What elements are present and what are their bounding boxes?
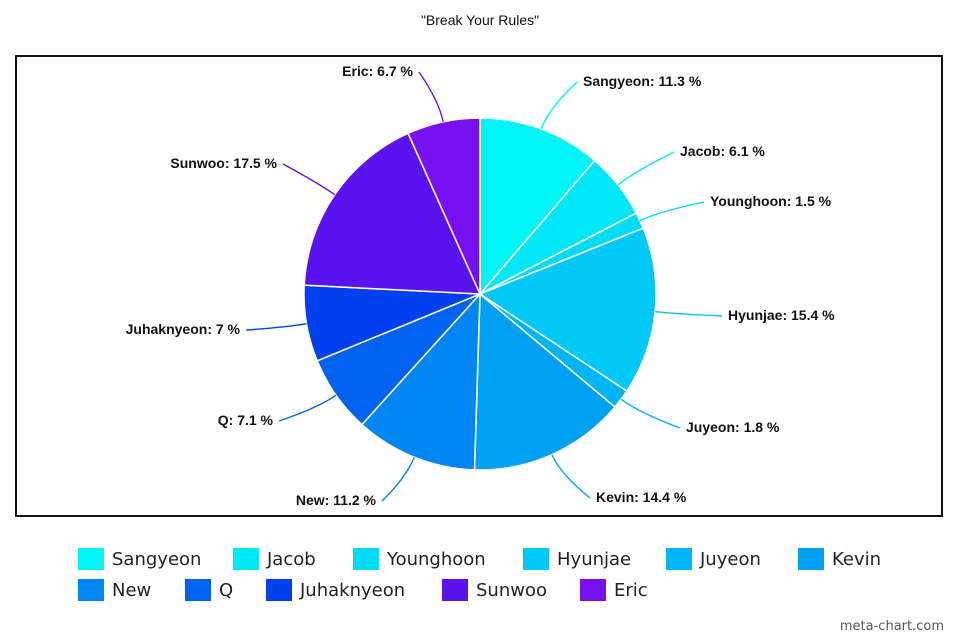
leader-line-sunwoo xyxy=(282,163,336,196)
legend-label: Jacob xyxy=(267,548,316,570)
slice-label-eric: Eric: 6.7 % xyxy=(342,63,413,79)
plot-frame xyxy=(15,55,943,517)
legend-label: Juyeon xyxy=(700,548,761,570)
pie-slice-eric xyxy=(407,117,481,295)
slice-labels: Sangyeon: 11.3 % Jacob: 6.1 % Younghoon: 1… xyxy=(126,63,836,508)
legend-item-younghoon: Younghoon xyxy=(353,546,486,572)
legend-label: Sunwoo xyxy=(476,579,547,601)
legend-item-sunwoo: Sunwoo xyxy=(442,577,547,603)
legend-label: Q xyxy=(219,579,234,601)
slice-label-hyunjae: Hyunjae: 15.4 % xyxy=(728,307,835,323)
leader-line-sangyeon xyxy=(540,81,578,130)
legend-swatch xyxy=(233,548,259,570)
leader-line-hyunjae xyxy=(655,310,723,317)
legend-item-hyunjae: Hyunjae xyxy=(523,546,631,572)
legend-swatch xyxy=(353,548,379,570)
leader-line-kevin xyxy=(551,454,591,499)
slice-label-sunwoo: Sunwoo: 17.5 % xyxy=(170,155,277,171)
leader-lines xyxy=(245,71,723,502)
legend-label: Hyunjae xyxy=(557,548,632,570)
legend-label: Younghoon xyxy=(387,548,486,570)
legend-swatch xyxy=(78,548,104,570)
pie-chart: Sangyeon: 11.3 % Jacob: 6.1 % Younghoon: 1… xyxy=(126,63,836,508)
leader-line-new xyxy=(381,456,415,502)
legend-item-juhaknyeon: Juhaknyeon xyxy=(266,577,405,603)
legend-label: Sangyeon xyxy=(112,548,202,570)
legend: Sangyeon Jacob Younghoon Hyunjae Juyeon Kevin… xyxy=(78,546,938,608)
slice-label-jacob: Jacob: 6.1 % xyxy=(680,143,765,159)
legend-label: Eric xyxy=(614,579,648,601)
slice-label-kevin: Kevin: 14.4 % xyxy=(596,489,687,505)
legend-label: Kevin xyxy=(832,548,882,570)
legend-swatch xyxy=(442,579,468,601)
leader-line-eric xyxy=(418,71,444,123)
legend-item-eric: Eric xyxy=(580,577,648,603)
legend-item-new: New xyxy=(78,577,151,603)
chart-title: "Break Your Rules" xyxy=(420,12,540,28)
legend-swatch xyxy=(666,548,692,570)
legend-item-q: Q xyxy=(185,577,233,603)
slice-label-new: New: 11.2 % xyxy=(296,492,377,508)
watermark: meta-chart.com xyxy=(839,619,944,634)
leader-line-q xyxy=(278,394,337,422)
legend-swatch xyxy=(798,548,824,570)
slice-label-juyeon: Juyeon: 1.8 % xyxy=(686,419,780,435)
legend-label: Juhaknyeon xyxy=(300,579,406,601)
slice-label-younghoon: Younghoon: 1.5 % xyxy=(710,193,832,209)
slice-label-q: Q: 7.1 % xyxy=(218,412,274,428)
leader-line-younghoon xyxy=(639,201,705,222)
leader-line-juyeon xyxy=(620,398,681,429)
leader-line-jacob xyxy=(617,151,675,186)
legend-row: New Q Juhaknyeon Sunwoo Eric xyxy=(78,577,938,608)
legend-row: Sangyeon Jacob Younghoon Hyunjae Juyeon Kevin xyxy=(78,546,938,577)
pie-slices xyxy=(303,117,657,471)
legend-swatch xyxy=(580,579,606,601)
legend-item-kevin: Kevin xyxy=(798,546,881,572)
pie-slice-kevin xyxy=(473,292,616,471)
slice-label-juhaknyeon: Juhaknyeon: 7 % xyxy=(126,321,241,337)
legend-swatch xyxy=(185,579,211,601)
slice-label-sangyeon: Sangyeon: 11.3 % xyxy=(583,73,702,89)
legend-item-sangyeon: Sangyeon xyxy=(78,546,201,572)
leader-line-juhaknyeon xyxy=(245,323,307,331)
legend-item-jacob: Jacob xyxy=(233,546,316,572)
legend-swatch xyxy=(266,579,292,601)
legend-swatch xyxy=(78,579,104,601)
legend-label: New xyxy=(112,579,152,601)
legend-swatch xyxy=(523,548,549,570)
legend-item-juyeon: Juyeon xyxy=(666,546,761,572)
